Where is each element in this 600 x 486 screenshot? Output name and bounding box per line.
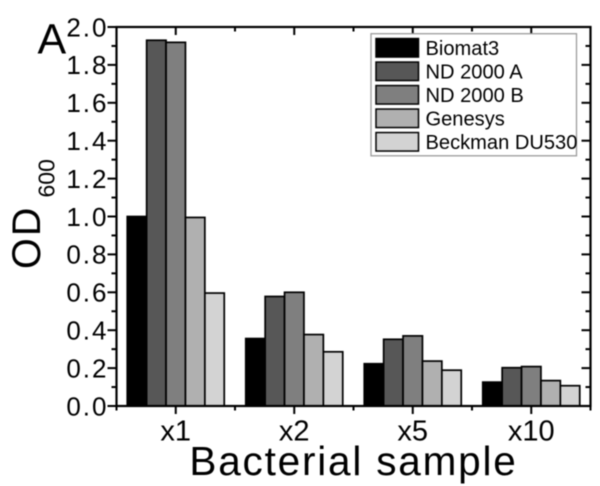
- svg-text:0.6: 0.6: [66, 278, 108, 308]
- svg-text:OD: OD: [5, 205, 49, 269]
- svg-text:x5: x5: [397, 416, 428, 448]
- svg-text:0.0: 0.0: [66, 391, 108, 421]
- svg-text:1.2: 1.2: [66, 164, 108, 194]
- svg-text:Biomat3: Biomat3: [426, 38, 500, 60]
- svg-text:x1: x1: [160, 416, 191, 448]
- svg-text:0.8: 0.8: [66, 240, 108, 270]
- svg-text:1.6: 1.6: [66, 88, 108, 118]
- svg-text:1.8: 1.8: [66, 50, 108, 80]
- svg-text:0.4: 0.4: [66, 316, 108, 346]
- svg-text:600: 600: [33, 159, 59, 197]
- svg-text:Genesys: Genesys: [426, 109, 505, 131]
- svg-text:2.0: 2.0: [66, 12, 108, 42]
- svg-text:1.4: 1.4: [66, 126, 108, 156]
- svg-text:0.2: 0.2: [66, 353, 108, 383]
- svg-text:ND 2000 A: ND 2000 A: [426, 62, 524, 84]
- svg-text:x2: x2: [279, 416, 310, 448]
- svg-text:ND 2000 B: ND 2000 B: [426, 85, 524, 107]
- svg-text:A: A: [38, 16, 67, 64]
- svg-text:x10: x10: [508, 416, 555, 448]
- svg-text:Bacterial sample: Bacterial sample: [189, 438, 517, 484]
- svg-text:Beckman DU530: Beckman DU530: [426, 132, 578, 154]
- svg-text:1.0: 1.0: [66, 202, 108, 232]
